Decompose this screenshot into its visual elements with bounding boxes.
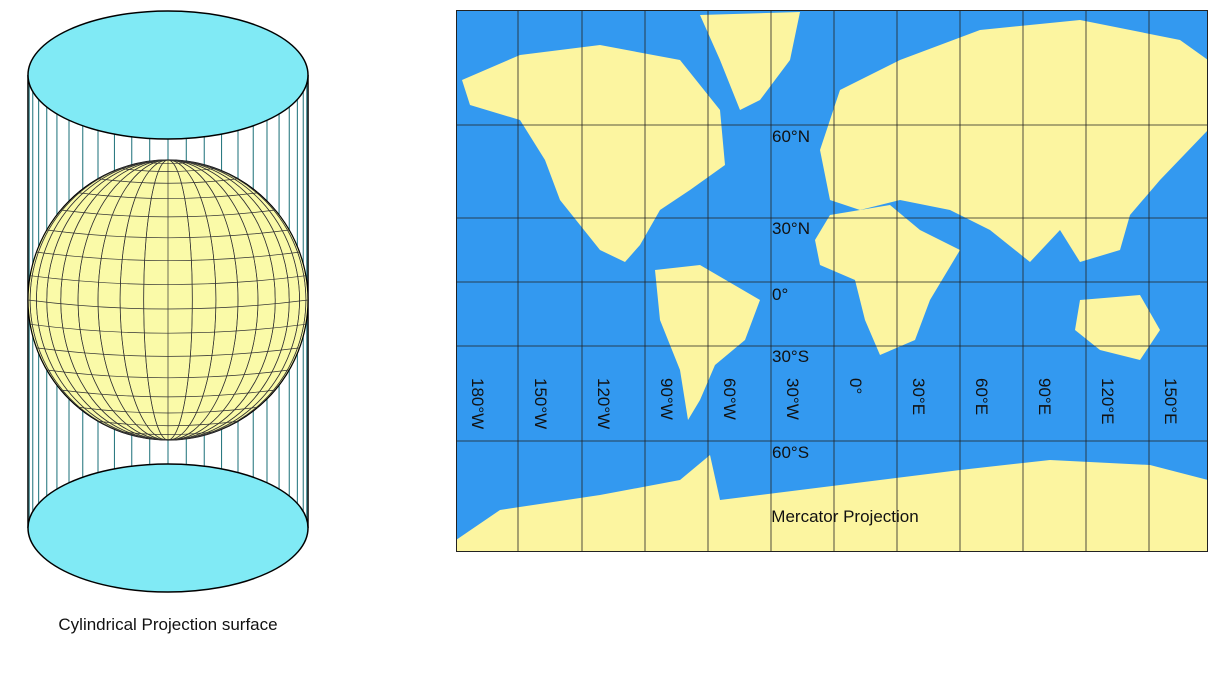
- parallel: [97, 420, 239, 427]
- latitude-label: 30°S: [772, 347, 809, 366]
- parallel: [143, 437, 193, 440]
- longitude-label: 60°W: [720, 378, 739, 420]
- latitude-label: 30°N: [772, 219, 810, 238]
- land: [456, 12, 1208, 552]
- longitude-label: 120°W: [594, 378, 613, 429]
- parallel: [120, 168, 216, 172]
- longitude-label: 90°E: [1035, 378, 1054, 415]
- latitude-label: 60°N: [772, 127, 810, 146]
- longitude-label: 60°E: [972, 378, 991, 415]
- north-america: [462, 45, 725, 262]
- greenland: [700, 12, 800, 110]
- cylinder-top: [27, 10, 309, 140]
- longitude-label: 120°E: [1098, 378, 1117, 425]
- eurasia: [820, 20, 1208, 262]
- parallel: [30, 275, 306, 285]
- parallel: [30, 323, 306, 334]
- parallel: [46, 229, 290, 239]
- parallel: [36, 347, 300, 357]
- africa: [815, 205, 960, 355]
- parallel: [97, 178, 239, 184]
- cylinder-figure: Cylindrical Projection surface: [27, 10, 309, 634]
- cylinder-bottom: [27, 463, 309, 593]
- parallel: [46, 369, 290, 379]
- parallel: [143, 161, 193, 165]
- map-labels: 60°N 30°N 0° 30°S 60°S 180°W 150°W 120°W 90°W 60°…: [468, 127, 1180, 462]
- parallel: [77, 406, 259, 414]
- parallel: [120, 431, 216, 435]
- mercator-map: 60°N 30°N 0° 30°S 60°S 180°W 150°W 120°W 90°W 60°…: [456, 10, 1208, 552]
- south-america: [655, 265, 760, 420]
- parallel: [60, 389, 276, 398]
- latitude-label: 0°: [772, 285, 788, 304]
- australia: [1075, 295, 1160, 360]
- longitude-label: 150°W: [531, 378, 550, 429]
- parallel: [60, 209, 276, 218]
- latitude-label: 60°S: [772, 443, 809, 462]
- longitude-label: 90°W: [657, 378, 676, 420]
- globe-grid: [27, 159, 309, 441]
- antarctica: [456, 455, 1208, 552]
- map-title: Mercator Projection: [771, 507, 918, 526]
- longitude-label: 180°W: [468, 378, 487, 429]
- caption: Cylindrical Projection surface: [58, 615, 277, 634]
- parallel: [77, 192, 259, 199]
- parallel: [36, 251, 300, 261]
- longitude-label: 30°W: [783, 378, 802, 420]
- parallel: [27, 299, 309, 310]
- longitude-label: 150°E: [1161, 378, 1180, 425]
- longitude-label: 0°: [846, 378, 865, 394]
- longitude-label: 30°E: [909, 378, 928, 415]
